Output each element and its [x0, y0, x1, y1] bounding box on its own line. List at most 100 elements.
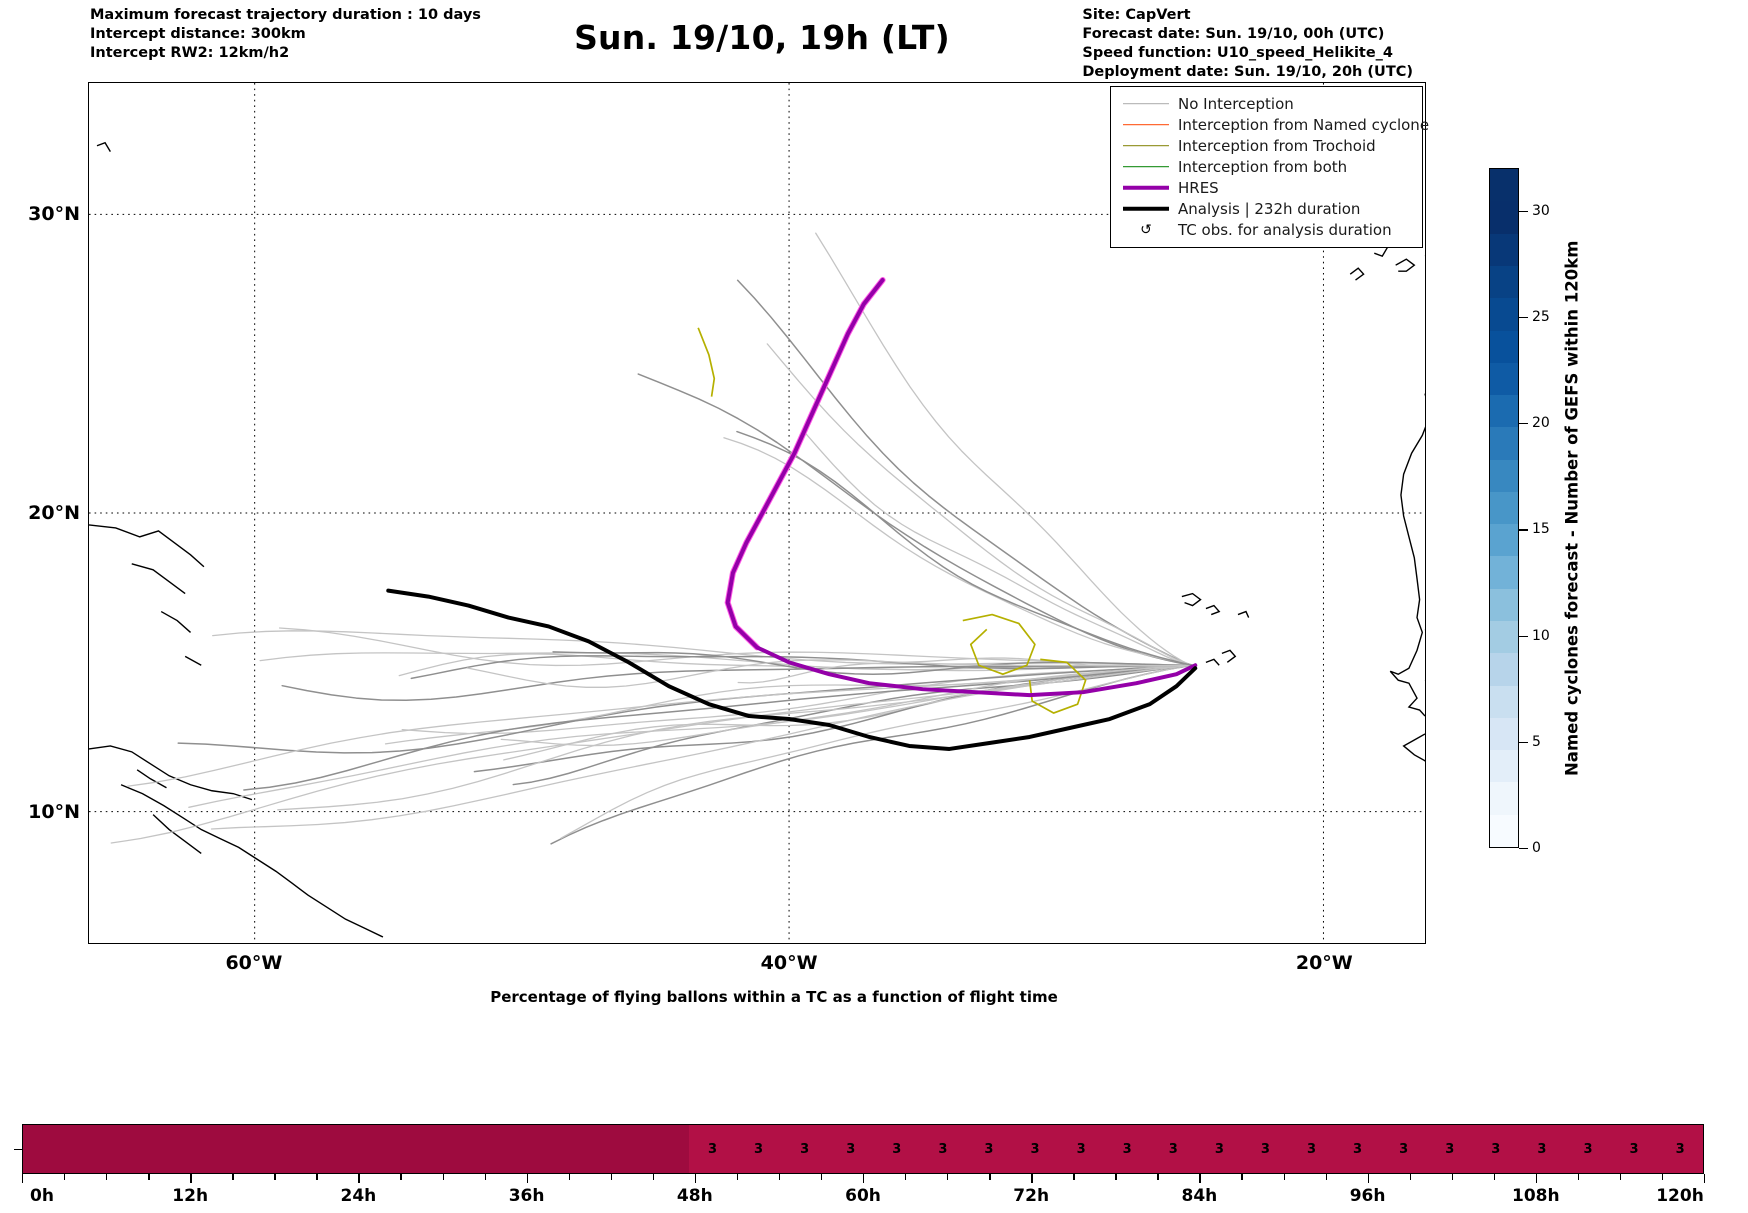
flight-time-minor-tick	[778, 1174, 781, 1180]
flight-time-tick	[526, 1174, 528, 1183]
header-forecast-date-line: Forecast date: Sun. 19/10, 00h (UTC)	[1082, 26, 1385, 42]
colorbar-band	[1490, 556, 1518, 589]
colorbar-tick	[1519, 741, 1528, 744]
percentage-segment[interactable]: 3	[1518, 1125, 1565, 1173]
colorbar-band	[1490, 459, 1518, 492]
colorbar-band	[1490, 362, 1518, 396]
legend-item-label: TC obs. for analysis duration	[1178, 220, 1392, 239]
flight-time-minor-tick	[905, 1174, 907, 1180]
colorbar-band	[1490, 265, 1518, 299]
legend-item[interactable]: ↺ TC obs. for analysis duration	[1119, 219, 1414, 240]
flight-time-tick-label: 96h	[1349, 1186, 1386, 1206]
flight-time-tick-label: 24h	[340, 1186, 377, 1206]
colorbar[interactable]: 0 5 10 15 20 25 30	[1489, 168, 1550, 856]
flight-time-minor-tick	[1493, 1174, 1496, 1180]
flight-time-minor-tick	[64, 1174, 66, 1180]
colorbar-band	[1490, 298, 1518, 331]
flight-time-tick	[694, 1174, 697, 1183]
colorbar-tick	[1519, 423, 1528, 425]
lon-tick-label: 20°W	[1295, 952, 1353, 974]
percentage-segment[interactable]: 3	[1657, 1125, 1703, 1173]
percentage-segment[interactable]: 3	[919, 1125, 966, 1173]
percentage-segment[interactable]: 3	[1058, 1125, 1105, 1173]
flight-time-minor-tick	[652, 1174, 655, 1180]
flight-time-tick-label: 0h	[30, 1186, 54, 1206]
flight-time-tick-label: 120h	[1656, 1186, 1704, 1206]
bottom-chart-title: Percentage of flying ballons within a TC…	[0, 988, 1748, 1006]
flight-time-minor-tick	[610, 1174, 613, 1180]
legend-item[interactable]: Analysis | 232h duration	[1119, 198, 1414, 219]
percentage-segment[interactable]: 3	[827, 1125, 874, 1173]
flight-time-minor-tick	[442, 1174, 444, 1180]
flight-time-tick	[1367, 1174, 1369, 1183]
flight-time-tick-label: 12h	[172, 1186, 209, 1206]
percentage-segment[interactable]: 3	[1011, 1125, 1059, 1173]
colorbar-tick	[1519, 529, 1528, 531]
percentage-segment[interactable]: 3	[1104, 1125, 1151, 1173]
flight-time-minor-tick	[1325, 1174, 1327, 1180]
percentage-segment[interactable]: 3	[1472, 1125, 1519, 1173]
legend-item[interactable]: No Interception	[1119, 93, 1414, 114]
lat-tick-label: 10°N	[28, 801, 80, 824]
flight-time-tick	[22, 1174, 24, 1183]
legend-item-label: Interception from Trochoid	[1178, 136, 1376, 155]
flight-time-tick-label: 60h	[845, 1186, 881, 1206]
colorbar-band	[1490, 524, 1518, 557]
flight-time-minor-tick	[568, 1174, 571, 1180]
colorbar-title: Named cyclones forecast - Number of GEFS…	[1562, 240, 1582, 776]
colorbar-gradient	[1489, 168, 1519, 848]
flight-time-tick	[358, 1174, 360, 1183]
percentage-segment[interactable]	[23, 1125, 690, 1173]
percentage-segment[interactable]: 3	[1426, 1125, 1473, 1173]
header-left-line-3: Intercept RW2: 12km/h2	[90, 45, 290, 61]
lon-tick-label: 40°W	[760, 952, 818, 974]
flight-time-axis: 0h 12h 24h 36h 48h 60h 72h 84h 96h 108h 120h	[22, 1174, 1706, 1212]
colorbar-band	[1490, 491, 1518, 525]
percentage-segment[interactable]: 3	[1150, 1125, 1197, 1173]
colorbar-tick-label: 15	[1532, 521, 1550, 538]
percentage-segment[interactable]: 3	[1611, 1125, 1658, 1173]
colorbar-tick	[1519, 848, 1528, 850]
colorbar-band	[1490, 653, 1518, 686]
flight-time-minor-tick	[947, 1174, 949, 1180]
percentage-segment[interactable]: 3	[1196, 1125, 1243, 1173]
flight-time-minor-tick	[820, 1174, 823, 1180]
flight-time-tick-label: 72h	[1013, 1186, 1050, 1206]
percentage-segment[interactable]: 3	[1288, 1125, 1335, 1173]
flight-time-minor-tick	[1073, 1174, 1075, 1180]
legend-item[interactable]: HRES	[1119, 177, 1414, 198]
colorbar-band	[1490, 717, 1518, 751]
flight-time-minor-tick	[484, 1174, 486, 1180]
flight-time-tick	[1199, 1174, 1201, 1183]
legend-item[interactable]: Interception from Named cyclone	[1119, 114, 1429, 135]
percentage-segment[interactable]: 3	[1242, 1125, 1289, 1173]
flight-time-minor-tick	[1577, 1174, 1580, 1180]
flight-time-minor-tick	[148, 1174, 150, 1180]
flight-time-minor-tick	[1451, 1174, 1454, 1180]
percentage-segment[interactable]: 3	[689, 1125, 736, 1173]
percentage-segment[interactable]: 3	[873, 1125, 920, 1173]
percentage-segment[interactable]: 3	[735, 1125, 782, 1173]
colorbar-band	[1490, 169, 1518, 202]
legend-item[interactable]: Interception from both	[1119, 156, 1414, 177]
flight-time-minor-tick	[274, 1174, 276, 1180]
colorbar-tick-label: 20	[1532, 415, 1550, 431]
percentage-segment[interactable]: 3	[1380, 1125, 1427, 1173]
colorbar-band	[1490, 427, 1518, 460]
percentage-segment[interactable]: 3	[781, 1125, 828, 1173]
flight-time-tick	[1031, 1174, 1033, 1183]
map-legend[interactable]: No Interception Interception from Named c…	[1110, 86, 1429, 248]
legend-item[interactable]: Interception from Trochoid	[1119, 135, 1414, 156]
flight-time-tick-label: 84h	[1181, 1186, 1218, 1206]
percentage-segment[interactable]: 3	[1334, 1125, 1381, 1173]
percentage-segment[interactable]: 3	[1564, 1125, 1611, 1173]
header-left-line-1: Maximum forecast trajectory duration : 1…	[90, 7, 481, 23]
percentage-segment[interactable]: 3	[965, 1125, 1012, 1173]
colorbar-band	[1490, 588, 1518, 622]
flight-time-minor-tick	[989, 1174, 991, 1180]
colorbar-band	[1490, 750, 1518, 783]
flight-time-minor-tick	[316, 1174, 318, 1180]
flight-time-minor-tick	[1157, 1174, 1159, 1180]
colorbar-tick-label: 5	[1532, 733, 1541, 750]
